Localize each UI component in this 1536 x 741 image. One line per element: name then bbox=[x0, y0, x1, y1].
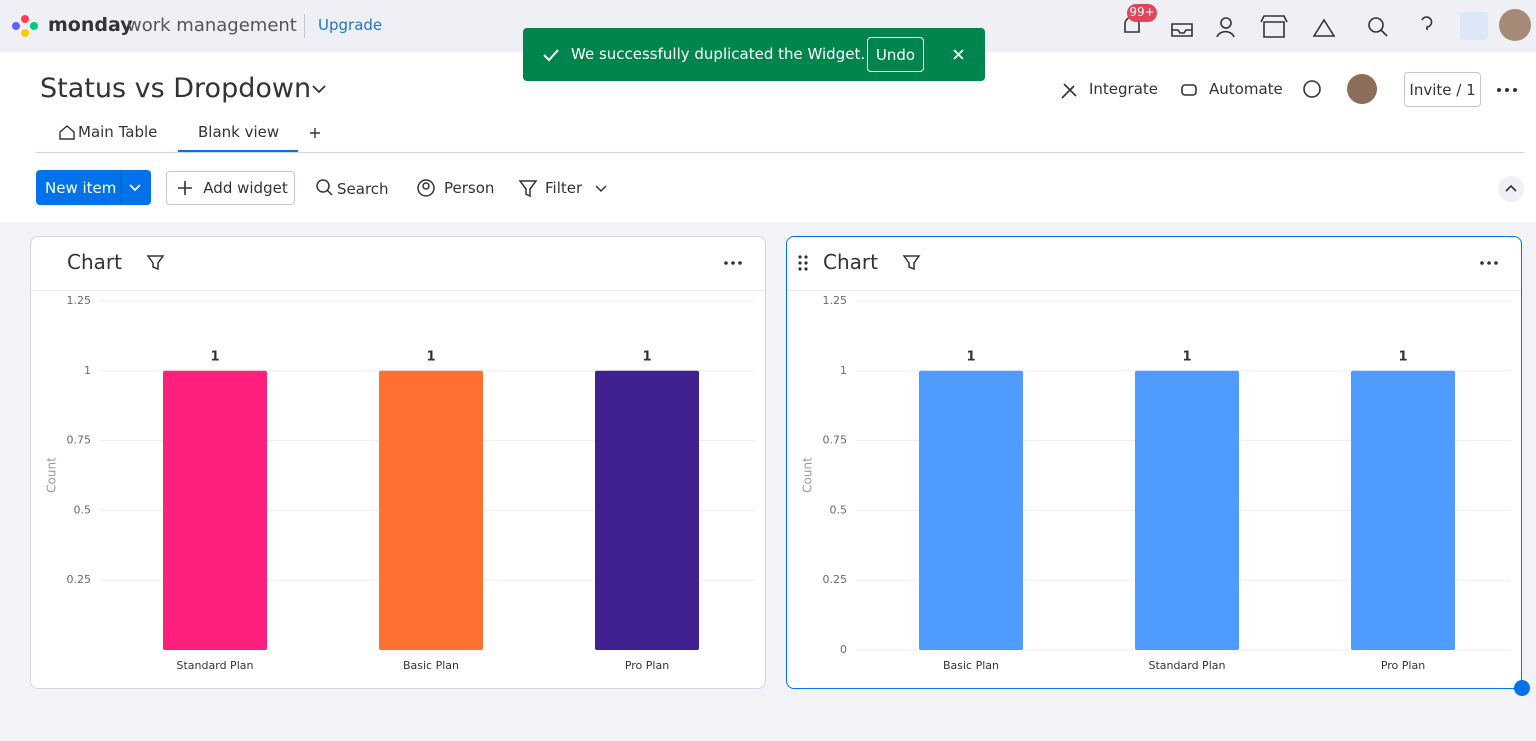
x-tick-label: Standard Plan bbox=[177, 659, 254, 672]
bar bbox=[1351, 370, 1455, 650]
more-menu[interactable] bbox=[1495, 84, 1521, 96]
plus-icon bbox=[178, 181, 192, 195]
divider bbox=[36, 152, 1524, 153]
x-tick-label: Basic Plan bbox=[943, 659, 999, 672]
automate-button[interactable]: Automate bbox=[1209, 80, 1283, 98]
x-tick-label: Basic Plan bbox=[403, 659, 459, 672]
y-tick-label: 0.5 bbox=[830, 503, 848, 516]
y-tick-label: 1.25 bbox=[823, 294, 848, 307]
y-tick-label: 0.75 bbox=[823, 434, 848, 447]
data-label: 1 bbox=[1398, 349, 1407, 364]
x-tick-label: Standard Plan bbox=[1149, 659, 1226, 672]
bar bbox=[595, 370, 699, 650]
toast-message: We successfully duplicated the Widget. bbox=[571, 45, 866, 63]
y-tick-label: 1.25 bbox=[67, 294, 92, 307]
header-icons bbox=[1124, 4, 1531, 41]
y-tick-label: 0 bbox=[840, 643, 847, 656]
filter-button[interactable]: Filter bbox=[545, 179, 583, 197]
home-icon bbox=[59, 125, 75, 140]
widget-title: Chart bbox=[67, 250, 122, 274]
undo-button[interactable]: Undo bbox=[867, 37, 924, 72]
notification-badge: 99+ bbox=[1129, 5, 1155, 19]
data-label: 1 bbox=[210, 349, 219, 364]
y-tick-label: 1 bbox=[84, 364, 91, 377]
logo bbox=[12, 15, 38, 37]
integrate-button[interactable]: Integrate bbox=[1089, 80, 1159, 98]
action-icons bbox=[1061, 83, 1197, 99]
upgrade-link[interactable]: Upgrade bbox=[318, 16, 383, 34]
data-label: 1 bbox=[426, 349, 435, 364]
divider bbox=[304, 14, 305, 38]
bar bbox=[163, 370, 267, 650]
widget-title: Chart bbox=[823, 250, 878, 274]
bar bbox=[919, 370, 1023, 650]
brand: monday bbox=[48, 14, 133, 36]
person-filter[interactable]: Person bbox=[444, 179, 495, 197]
tab[interactable]: Main Table bbox=[78, 123, 158, 141]
tab-underline bbox=[178, 150, 298, 152]
toast bbox=[523, 28, 985, 81]
x-tick-label: Pro Plan bbox=[1381, 659, 1425, 672]
y-tick-label: 0.25 bbox=[67, 573, 92, 586]
add-tab[interactable] bbox=[308, 126, 322, 140]
y-tick-label: 0.25 bbox=[823, 573, 848, 586]
toast-icons bbox=[543, 49, 964, 62]
tab[interactable]: Blank view bbox=[198, 123, 280, 141]
y-tick-label: 0.5 bbox=[74, 503, 92, 516]
chat-avatar bbox=[1303, 74, 1377, 104]
data-label: 1 bbox=[1182, 349, 1191, 364]
toolbar-icons bbox=[316, 179, 607, 198]
board-title[interactable]: Status vs Dropdown bbox=[40, 73, 312, 104]
y-tick-label: 0.75 bbox=[67, 434, 92, 447]
bar bbox=[379, 370, 483, 650]
chevron bbox=[312, 85, 326, 94]
add-widget-button[interactable]: Add widget bbox=[166, 171, 295, 205]
y-tick-label: 1 bbox=[840, 364, 847, 377]
y-axis-label: Count bbox=[801, 457, 815, 493]
y-axis-label: Count bbox=[45, 457, 59, 493]
bar bbox=[1135, 370, 1239, 650]
new-item-dropdown[interactable] bbox=[120, 170, 151, 205]
brand-sub: work management bbox=[127, 15, 297, 36]
x-tick-label: Pro Plan bbox=[625, 659, 669, 672]
collapse-button[interactable] bbox=[1497, 175, 1525, 203]
invite-button[interactable]: Invite / 1 bbox=[1404, 72, 1481, 107]
data-label: 1 bbox=[966, 349, 975, 364]
data-label: 1 bbox=[642, 349, 651, 364]
search-button[interactable]: Search bbox=[337, 180, 389, 198]
